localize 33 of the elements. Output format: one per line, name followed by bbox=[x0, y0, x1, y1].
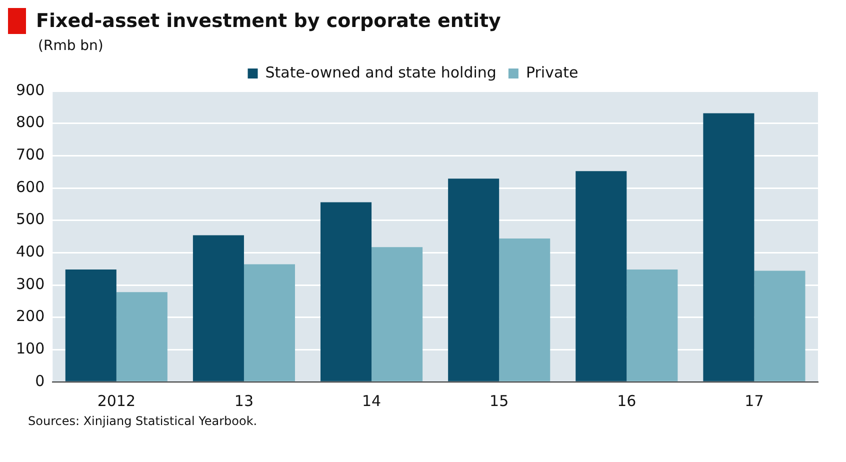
legend-label: Private bbox=[526, 63, 578, 82]
bar bbox=[754, 270, 806, 382]
chart-title: Fixed-asset investment by corporate entity bbox=[36, 10, 501, 32]
bar bbox=[626, 269, 678, 382]
source-note: Sources: Xinjiang Statistical Yearbook. bbox=[28, 414, 258, 428]
x-tick-label: 14 bbox=[362, 392, 382, 410]
bar bbox=[576, 171, 627, 382]
x-tick-label: 16 bbox=[617, 392, 636, 410]
y-tick-label: 700 bbox=[16, 146, 45, 164]
y-tick-label: 200 bbox=[16, 307, 45, 326]
y-tick-label: 100 bbox=[16, 340, 45, 358]
bar bbox=[372, 247, 423, 382]
y-tick-label: 900 bbox=[16, 80, 45, 99]
bar bbox=[499, 238, 550, 382]
bar bbox=[320, 202, 372, 382]
y-tick-label: 0 bbox=[35, 372, 45, 390]
y-tick-label: 800 bbox=[16, 113, 45, 132]
bar bbox=[448, 178, 500, 382]
y-tick-label: 300 bbox=[16, 274, 45, 293]
y-tick-label: 400 bbox=[16, 242, 45, 261]
bar bbox=[244, 264, 295, 382]
x-tick-label: 2012 bbox=[97, 392, 136, 410]
x-tick-label: 17 bbox=[744, 392, 764, 410]
bar bbox=[703, 113, 754, 382]
y-tick-label: 500 bbox=[16, 210, 45, 228]
chart-subtitle: (Rmb bn) bbox=[38, 38, 104, 54]
legend-label: State-owned and state holding bbox=[265, 63, 496, 82]
x-tick-label: 13 bbox=[234, 392, 254, 410]
y-tick-label: 600 bbox=[16, 178, 45, 196]
bar bbox=[116, 292, 168, 382]
bar bbox=[65, 269, 116, 382]
x-tick-label: 15 bbox=[490, 392, 509, 410]
bar bbox=[192, 235, 244, 382]
